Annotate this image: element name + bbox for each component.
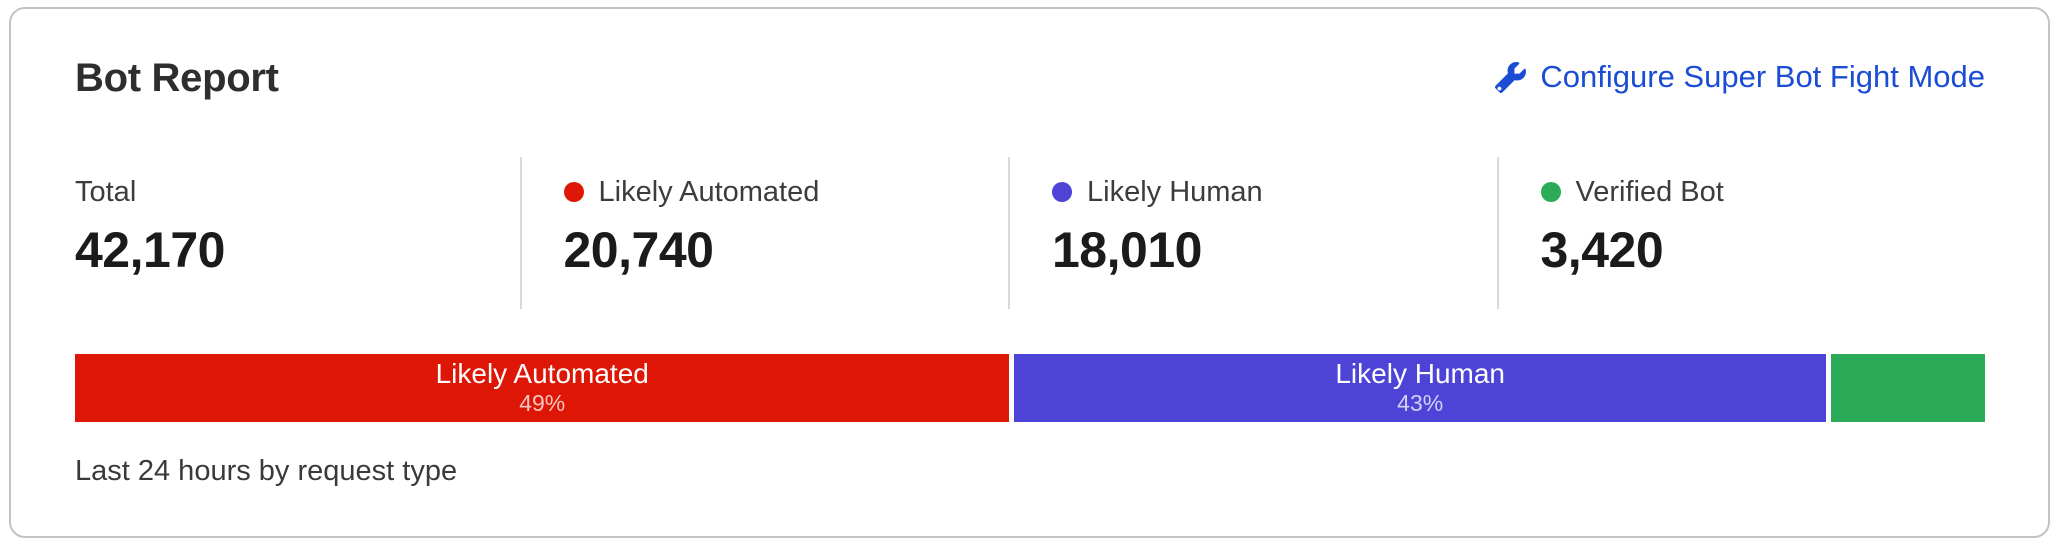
stat-likely-automated: Likely Automated 20,740 bbox=[519, 157, 1009, 309]
stat-verified-bot-value: 3,420 bbox=[1540, 222, 1664, 279]
bar-segment-label: Likely Human bbox=[1335, 358, 1505, 390]
stat-likely-human: Likely Human 18,010 bbox=[1008, 157, 1497, 309]
page-title: Bot Report bbox=[75, 56, 279, 100]
likely-automated-dot-icon bbox=[563, 182, 584, 203]
configure-link-label: Configure Super Bot Fight Mode bbox=[1540, 59, 1985, 94]
stat-likely-automated-label-row: Likely Automated bbox=[563, 174, 1009, 210]
configure-super-bot-fight-mode-link[interactable]: Configure Super Bot Fight Mode bbox=[1495, 59, 1985, 95]
stat-total-value: 42,170 bbox=[75, 222, 225, 279]
stat-verified-bot: Verified Bot 3,420 bbox=[1496, 157, 1986, 309]
bot-report-card: Bot Report Configure Super Bot Fight Mod… bbox=[9, 7, 2050, 538]
stat-label: Likely Human bbox=[1087, 176, 1263, 208]
likely-human-dot-icon bbox=[1052, 182, 1072, 203]
stat-total: Total 42,170 bbox=[75, 157, 520, 309]
wrench-icon bbox=[1495, 61, 1527, 93]
stat-verified-bot-label-row: Verified Bot bbox=[1540, 174, 1986, 210]
stacked-bar-chart: Likely Automated 49% Likely Human 43% bbox=[75, 353, 1985, 422]
chart-caption: Last 24 hours by request type bbox=[75, 454, 458, 487]
bar-segment-likely-human: Likely Human 43% bbox=[1014, 353, 1826, 422]
stat-total-label-row: Total bbox=[75, 174, 520, 210]
stats-row: Total 42,170 Likely Automated 20,740 Lik… bbox=[75, 157, 1985, 309]
stat-label: Likely Automated bbox=[598, 176, 820, 208]
bar-segment-percent: 43% bbox=[1397, 390, 1444, 417]
stat-label: Verified Bot bbox=[1575, 176, 1724, 208]
card-header: Bot Report Configure Super Bot Fight Mod… bbox=[75, 55, 1985, 101]
stat-label: Total bbox=[75, 176, 137, 208]
stat-likely-human-label-row: Likely Human bbox=[1052, 174, 1497, 210]
bar-segment-percent: 49% bbox=[519, 390, 566, 417]
stat-likely-human-value: 18,010 bbox=[1052, 222, 1202, 279]
verified-bot-dot-icon bbox=[1540, 182, 1561, 203]
bar-segment-verified-bot bbox=[1830, 353, 1985, 422]
bar-segment-likely-automated: Likely Automated 49% bbox=[75, 353, 1010, 422]
stat-likely-automated-value: 20,740 bbox=[563, 222, 714, 279]
bar-segment-label: Likely Automated bbox=[435, 358, 649, 390]
